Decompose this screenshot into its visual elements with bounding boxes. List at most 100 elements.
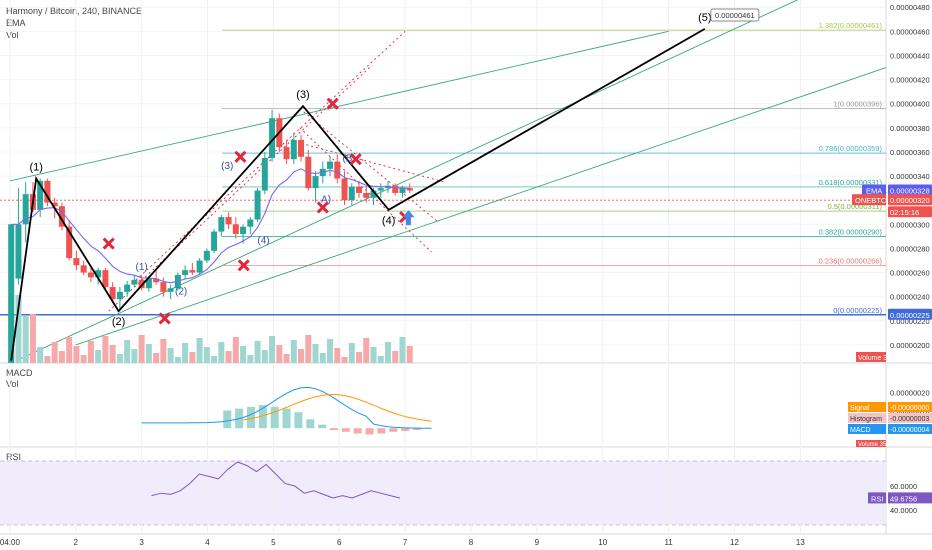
candle-body <box>80 265 87 273</box>
macd-legend-name: Histogram <box>850 416 882 423</box>
candle-body <box>211 231 218 251</box>
macd-legend-name-bg <box>848 402 886 412</box>
y-tick-label: 0.00000420 <box>890 76 930 85</box>
volume-bar <box>109 345 116 363</box>
volume-bar <box>116 354 123 363</box>
candle-body <box>356 186 363 193</box>
macd-legend-name-bg <box>848 413 886 423</box>
macd-line <box>141 386 432 429</box>
ema-value-label-bg <box>888 184 932 196</box>
symbol-tag: ONEBTC <box>855 196 887 205</box>
y-tick-label: 0.00000460 <box>890 27 930 36</box>
volume-bar <box>356 352 363 363</box>
volume-bar <box>312 344 319 363</box>
macd-histogram-bar <box>223 410 232 429</box>
candle-body <box>102 270 109 288</box>
macd-histogram-bar <box>282 408 291 429</box>
y-tick-label: 0.00000300 <box>890 220 930 229</box>
y-tick-label: 0.00000280 <box>890 244 930 253</box>
candle-body <box>189 270 196 273</box>
up-arrow-icon <box>402 210 415 226</box>
volume-bar <box>406 346 413 363</box>
x-tick-label: 5 <box>271 538 276 547</box>
dotted-channel-line <box>306 144 445 183</box>
volume-bar <box>261 350 268 363</box>
volume-bar <box>15 295 22 363</box>
macd-histogram-bar <box>294 412 303 429</box>
volume-bar <box>95 350 102 363</box>
fib-level-label: 0.5(0.00000311) <box>828 202 883 211</box>
symbol-tag-bg <box>852 194 886 206</box>
volume-bar <box>153 353 160 363</box>
volume-bar <box>131 349 138 363</box>
y-tick-label: 0.00000360 <box>890 148 930 157</box>
candle-body <box>370 190 377 198</box>
x-tick-label: 4 <box>205 538 210 547</box>
rsi-title: RSI <box>6 452 21 462</box>
macd-histogram-bar <box>412 428 421 430</box>
candle-body <box>153 278 160 283</box>
volume-bar <box>167 348 174 363</box>
rsi-tag: RSI <box>871 494 884 503</box>
macd-histogram-bar <box>377 428 386 434</box>
sub-wave-label: (1) <box>136 262 148 273</box>
volume-bar <box>348 343 355 363</box>
volume-bar <box>392 351 399 363</box>
wave-label: (2) <box>112 316 125 328</box>
y-tick-label: 0.00000200 <box>890 341 930 350</box>
candle-body <box>341 178 348 201</box>
volume-bar <box>138 335 145 363</box>
price-value-label: 0.00000320 <box>890 196 930 205</box>
macd-legend-value: -0.00000003 <box>890 416 929 423</box>
volume-bar <box>218 342 225 363</box>
volume-bar <box>182 343 189 363</box>
candle-body <box>109 287 116 300</box>
sub-wave-label: A) <box>321 195 331 206</box>
x-tick-label: 10 <box>598 538 607 547</box>
volume-bar <box>225 351 232 363</box>
macd-volume-badge-bg <box>856 440 886 447</box>
fib-level-label: 0.786(0.00000359) <box>819 144 883 153</box>
x-mark-icon <box>158 312 171 325</box>
volume-bar <box>254 341 261 363</box>
x-tick-label: 6 <box>337 538 342 547</box>
macd-histogram-bar <box>329 428 338 430</box>
y-tick-label: 0.00000480 <box>890 3 930 12</box>
candle-body <box>116 291 123 300</box>
fib-level-label: 1(0.00000396) <box>833 100 882 109</box>
candle-body <box>254 190 261 220</box>
macd-legend-value-bg <box>888 424 932 434</box>
indicator-vol-label: Vol <box>6 30 19 40</box>
macd-vol-label: Vol <box>6 379 19 389</box>
wave-label: (1) <box>30 161 43 173</box>
volume-bar <box>399 337 406 363</box>
macd-legend-value-bg <box>888 402 932 412</box>
dotted-channel-line <box>299 127 432 253</box>
volume-bar <box>196 338 203 363</box>
x-tick-label: 04:00 <box>0 538 20 547</box>
x-mark-icon <box>326 97 339 110</box>
volume-bar <box>203 347 210 363</box>
sub-wave-label: (B) <box>342 154 355 165</box>
volume-bar <box>232 337 239 363</box>
candle-body <box>240 226 247 234</box>
candle-body <box>15 224 22 279</box>
countdown-label: 02:15:16 <box>890 208 919 217</box>
candle-body <box>160 282 167 292</box>
x-tick-label: 8 <box>469 538 474 547</box>
wave-label: (4) <box>382 215 395 227</box>
rsi-y-tick: 60.0000 <box>890 482 917 491</box>
candle-body <box>232 224 239 234</box>
ema-tag: EMA <box>866 187 882 196</box>
volume-bar <box>66 337 73 363</box>
x-tick-label: 11 <box>664 538 673 547</box>
x-tick-label: 7 <box>403 538 408 547</box>
x-mark-icon <box>237 259 250 272</box>
volume-bar <box>319 353 326 363</box>
volume-bar <box>290 340 297 363</box>
indicator-ema-label: EMA <box>6 18 26 28</box>
sub-wave-label: (3) <box>221 161 233 172</box>
ema-value-label: 0.00000328 <box>890 187 930 196</box>
candle-body <box>131 279 138 285</box>
